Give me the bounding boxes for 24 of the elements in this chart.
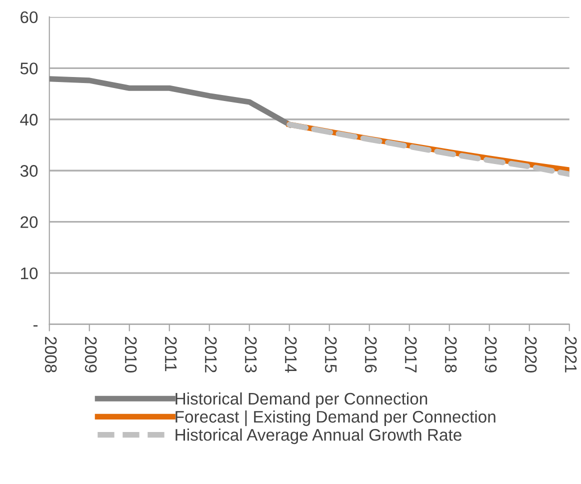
x-tick-label: 2010 [124, 336, 137, 373]
x-tick-label: 2008 [44, 336, 57, 372]
x-tick-label: 2020 [524, 336, 537, 373]
legend-label: Historical Demand per Connection [176, 392, 428, 408]
x-tick-label: 2011 [164, 336, 177, 372]
y-tick-label: 30 [20, 165, 38, 177]
x-tick-label: 2019 [484, 336, 497, 372]
legend-label: Historical Average Annual Growth Rate [176, 428, 462, 444]
y-tick-label: 10 [21, 267, 38, 280]
x-tick-label: 2018 [444, 336, 457, 372]
legend-label: Forecast | Existing Demand per Connection [176, 410, 496, 426]
x-tick-label: 2021 [564, 336, 577, 372]
x-tick-label: 2013 [244, 336, 257, 372]
x-tick-label: 2016 [364, 336, 377, 372]
y-tick-label: 20 [20, 216, 38, 228]
y-tick-label: 50 [20, 62, 38, 74]
x-tick-label: 2012 [204, 336, 217, 372]
x-tick-label: 2009 [84, 336, 97, 372]
y-tick-label: 60 [20, 11, 38, 24]
y-tick-label: - [33, 325, 38, 327]
x-tick-label: 2017 [404, 336, 417, 372]
x-tick-label: 2014 [284, 336, 297, 373]
y-tick-label: 40 [20, 114, 38, 126]
x-tick-label: 2015 [324, 336, 337, 372]
